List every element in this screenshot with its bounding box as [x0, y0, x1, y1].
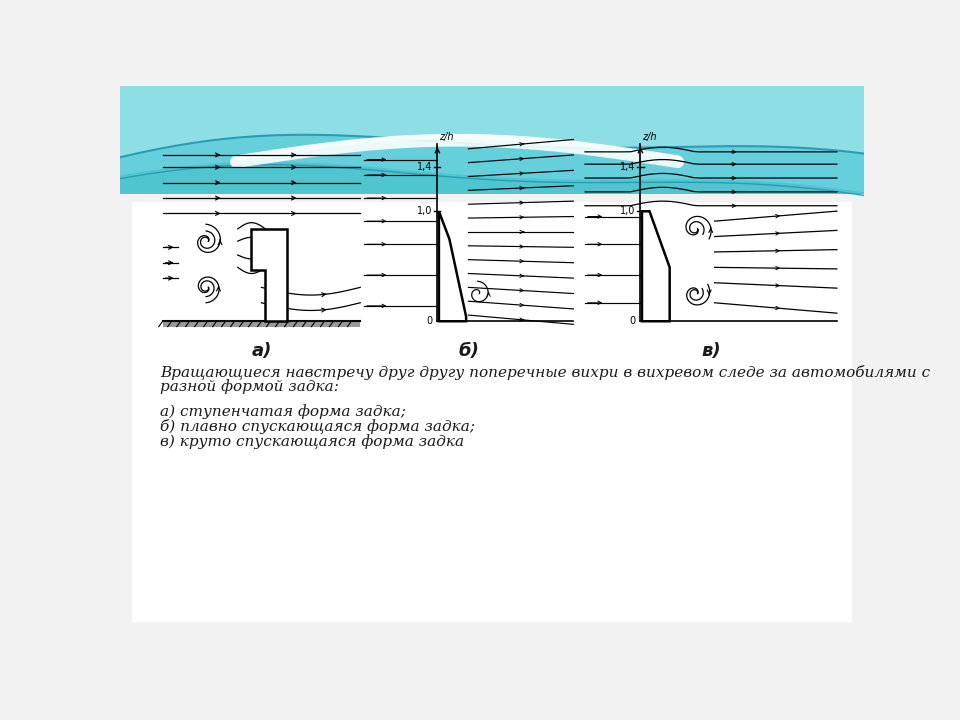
Text: z/h: z/h: [642, 132, 657, 142]
Bar: [132, 202, 852, 621]
Polygon shape: [252, 229, 287, 321]
Bar: [162, 321, 360, 328]
Polygon shape: [120, 86, 864, 157]
Text: Вращающиеся навстречу друг другу поперечные вихри в вихревом следе за автомобиля: Вращающиеся навстречу друг другу попереч…: [160, 365, 930, 380]
Text: в) круто спускающаяся форма задка: в) круто спускающаяся форма задка: [160, 434, 465, 449]
Polygon shape: [439, 211, 467, 321]
Text: 1,0: 1,0: [620, 207, 636, 216]
Text: z/h: z/h: [439, 132, 453, 142]
Text: 0: 0: [426, 316, 433, 326]
Text: б): б): [458, 342, 479, 360]
Text: а): а): [252, 342, 272, 360]
Text: 1,0: 1,0: [418, 207, 433, 216]
Polygon shape: [120, 194, 864, 641]
Text: разной формой задка:: разной формой задка:: [160, 379, 339, 394]
Text: 0: 0: [630, 316, 636, 326]
Polygon shape: [120, 86, 864, 192]
Polygon shape: [642, 211, 670, 321]
Text: б) плавно спускающаяся форма задка;: б) плавно спускающаяся форма задка;: [160, 419, 475, 434]
Text: 1,4: 1,4: [418, 162, 433, 172]
Text: в): в): [701, 342, 721, 360]
Text: 1,4: 1,4: [620, 162, 636, 172]
Polygon shape: [120, 86, 864, 194]
Text: а) ступенчатая форма задка;: а) ступенчатая форма задка;: [160, 404, 406, 418]
